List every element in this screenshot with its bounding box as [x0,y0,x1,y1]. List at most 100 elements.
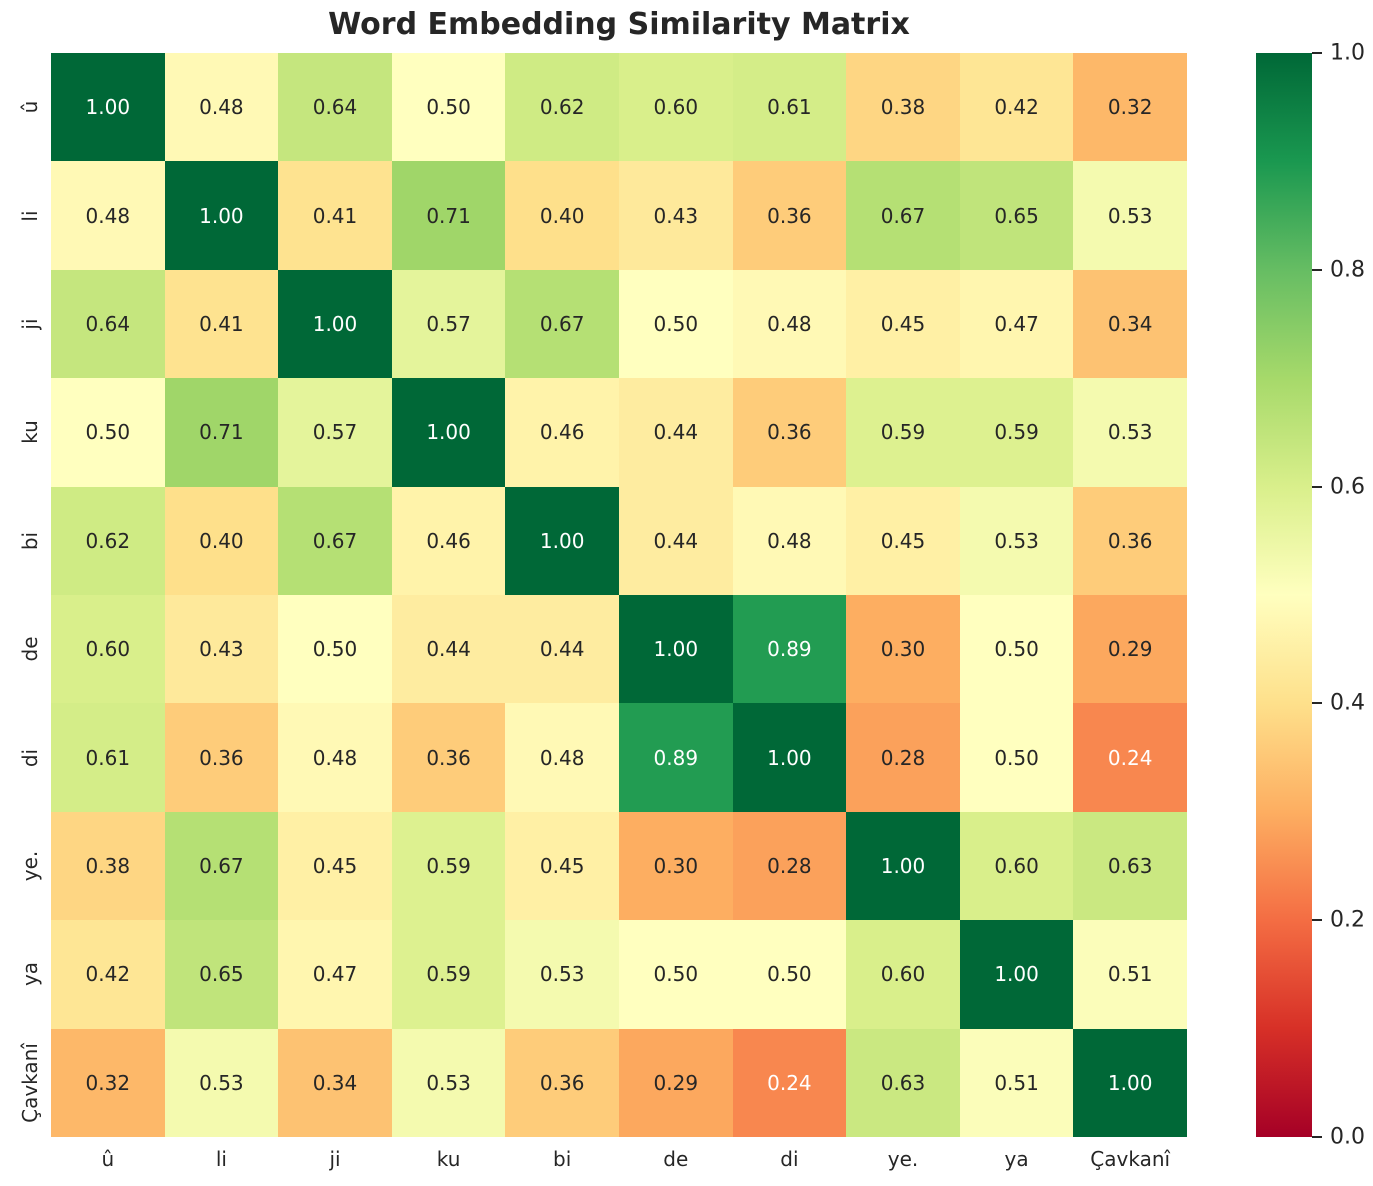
cell-value: 0.62 [85,528,131,553]
heatmap-cell-di-Çavkanî: 0.24 [1073,703,1187,812]
y-tick-label-ji: ji [18,318,42,330]
heatmap-cell-ji-di: 0.48 [732,269,847,379]
heatmap-cell-bi-de: 0.44 [618,486,733,595]
cell-value: 0.32 [85,1070,131,1095]
cell-value: 0.36 [767,420,812,445]
cell-value: 0.59 [426,962,471,987]
cell-value: 0.60 [85,637,131,662]
heatmap-cell-û-û: 1.00 [51,53,165,162]
cell-value: 0.44 [653,528,699,553]
cell-value: 0.51 [994,1070,1039,1095]
chart-title: Word Embedding Similarity Matrix [328,7,910,42]
heatmap-cell-de-û: 0.60 [51,595,165,704]
cell-value: 0.38 [85,853,131,878]
y-tick-label-li: li [18,210,42,222]
colorbar-tick-label-0.2: 0.2 [1330,907,1365,933]
cell-value: 1.00 [199,203,244,228]
heatmap-cell-ya-û: 0.42 [51,920,165,1029]
cell-value: 0.41 [312,203,358,228]
heatmap-cell-di-ye.: 0.28 [846,703,960,812]
heatmap-cell-ku-li: 0.71 [164,378,279,487]
heatmap-cell-ye.-di: 0.28 [732,811,847,921]
cell-value: 0.61 [85,745,131,770]
cell-value: 0.65 [994,203,1039,228]
colorbar-tick-label-0.0: 0.0 [1330,1124,1365,1150]
heatmap-cell-ku-bi: 0.46 [505,378,619,487]
heatmap-cell-bi-ye.: 0.45 [846,486,960,595]
cell-value: 0.48 [85,203,131,228]
heatmap-cell-û-ye.: 0.38 [846,53,960,162]
heatmap-cell-ji-Çavkanî: 0.34 [1073,269,1187,379]
cell-value: 0.53 [1107,420,1153,445]
cell-value: 0.28 [767,853,812,878]
cell-value: 0.36 [767,203,812,228]
cell-value: 0.41 [199,311,244,336]
cell-value: 0.67 [312,528,358,553]
cell-value: 0.48 [312,745,358,770]
heatmap-cell-di-û: 0.61 [51,703,165,812]
heatmap-cell-de-bi: 0.44 [505,595,619,704]
heatmap-cell-ye.-bi: 0.45 [505,811,619,921]
heatmap-cell-de-ku: 0.44 [391,595,506,704]
heatmap-cell-de-ya: 0.50 [959,595,1074,704]
cell-value: 1.00 [1107,1070,1153,1095]
cell-value: 0.29 [1107,637,1153,662]
heatmap-cell-li-li: 1.00 [164,161,279,270]
cell-value: 0.50 [653,311,699,336]
cell-value: 0.67 [539,311,585,336]
cell-value: 0.24 [1107,745,1153,770]
cell-value: 0.53 [199,1070,244,1095]
heatmap-cell-di-ku: 0.36 [391,703,506,812]
colorbar-tick-label-1.0: 1.0 [1330,40,1365,66]
heatmap-cell-di-li: 0.36 [164,703,279,812]
cell-value: 0.36 [1107,528,1153,553]
cell-value: 0.71 [426,203,471,228]
colorbar-tick-mark [1312,1136,1322,1138]
heatmap-cell-ya-bi: 0.53 [505,920,619,1029]
x-tick-label-ya: ya [1004,1147,1029,1171]
cell-value: 0.60 [653,95,699,120]
cell-value: 1.00 [539,528,585,553]
cell-value: 0.44 [653,420,699,445]
heatmap-cell-li-ji: 0.41 [278,161,392,270]
cell-value: 0.43 [653,203,699,228]
heatmap-cell-li-de: 0.43 [618,161,733,270]
heatmap-cell-ku-û: 0.50 [51,378,165,487]
heatmap-cell-Çavkanî-di: 0.24 [732,1028,847,1137]
cell-value: 1.00 [426,420,471,445]
heatmap-cell-ye.-ye.: 1.00 [846,811,960,921]
heatmap-cell-bi-Çavkanî: 0.36 [1073,486,1187,595]
heatmap-cell-ji-ku: 0.57 [391,269,506,379]
heatmap-cell-û-ya: 0.42 [959,53,1074,162]
heatmap-cell-de-ye.: 0.30 [846,595,960,704]
heatmap-cell-ye.-ji: 0.45 [278,811,392,921]
heatmap-cell-ye.-li: 0.67 [164,811,279,921]
cell-value: 0.34 [1107,311,1153,336]
colorbar: 1.0 0.8 0.6 0.4 0.2 0.0 [1256,41,1365,1150]
heatmap-cell-bi-ku: 0.46 [391,486,506,595]
heatmap-cell-ya-de: 0.50 [618,920,733,1029]
heatmap-cell-ya-Çavkanî: 0.51 [1073,920,1187,1029]
cell-value: 0.28 [880,745,926,770]
heatmap-grid: 1.00 0.48 0.64 0.50 0.62 0.60 0.61 0.38 0.42 0.32… [51,53,1187,1137]
heatmap-cell-û-bi: 0.62 [505,53,619,162]
cell-value: 0.50 [312,637,358,662]
heatmap-cell-bi-li: 0.40 [164,486,279,595]
heatmap-cell-li-bi: 0.40 [505,161,619,270]
cell-value: 0.47 [312,962,358,987]
cell-value: 0.38 [880,95,926,120]
colorbar-tick-label-0.8: 0.8 [1330,257,1365,283]
cell-value: 0.48 [767,528,812,553]
cell-value: 0.46 [539,420,585,445]
cell-value: 0.67 [880,203,926,228]
cell-value: 0.30 [653,853,699,878]
cell-value: 0.57 [312,420,358,445]
cell-value: 0.45 [880,528,926,553]
heatmap-cell-di-ya: 0.50 [959,703,1074,812]
heatmap-cell-di-ji: 0.48 [278,703,392,812]
colorbar-tick-label-0.4: 0.4 [1330,690,1365,716]
cell-value: 0.64 [312,95,358,120]
cell-value: 0.62 [539,95,585,120]
y-tick-label-di: di [18,748,42,767]
heatmap-cell-Çavkanî-ye.: 0.63 [846,1028,960,1137]
